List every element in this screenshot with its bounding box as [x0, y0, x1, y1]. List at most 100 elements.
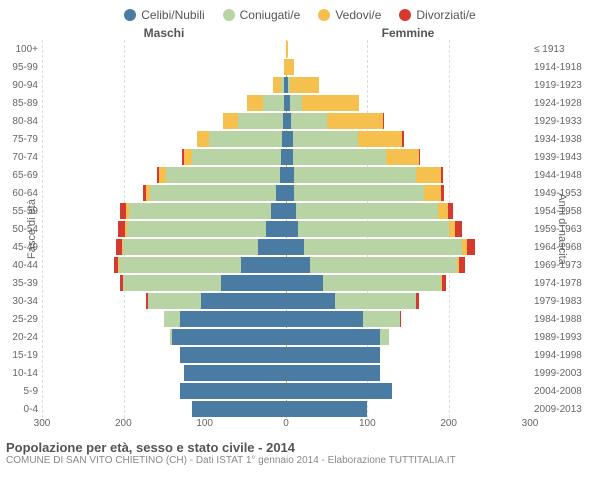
bar-segment	[290, 77, 318, 93]
bar-segment	[286, 203, 296, 219]
bar-segment	[201, 293, 286, 309]
pyramid-row	[42, 166, 530, 184]
bar-segment	[150, 185, 276, 201]
bar-segment	[286, 347, 380, 363]
bar-segment	[148, 293, 201, 309]
pyramid-row	[42, 274, 530, 292]
chart: Fasce di età 100+95-9990-9485-8980-8475-…	[0, 40, 600, 418]
legend-dot-icon	[124, 9, 136, 21]
legend-dot-icon	[223, 9, 235, 21]
legend-item: Celibi/Nubili	[124, 8, 204, 22]
bars	[42, 40, 530, 418]
year-label: 1939-1943	[530, 148, 600, 166]
bar-segment	[184, 149, 192, 165]
age-label: 85-89	[0, 94, 42, 112]
bar-segment	[402, 131, 404, 147]
male-bar	[170, 329, 286, 345]
bar-segment	[467, 239, 475, 255]
age-label: 5-9	[0, 382, 42, 400]
female-bar	[286, 185, 444, 201]
legend-label: Celibi/Nubili	[141, 8, 204, 22]
bar-segment	[335, 293, 416, 309]
bar-segment	[129, 203, 271, 219]
female-bar	[286, 149, 420, 165]
bar-segment	[442, 275, 446, 291]
male-bar	[182, 149, 286, 165]
bar-segment	[192, 401, 286, 417]
bar-segment	[286, 293, 335, 309]
pyramid-row	[42, 328, 530, 346]
male-bar	[116, 239, 286, 255]
bar-segment	[286, 383, 392, 399]
bar-segment	[441, 185, 444, 201]
male-bar	[120, 275, 286, 291]
pyramid-row	[42, 148, 530, 166]
pyramid-row	[42, 220, 530, 238]
bar-segment	[302, 95, 359, 111]
bar-segment	[127, 221, 265, 237]
bar-segment	[448, 203, 453, 219]
pyramid-row	[42, 112, 530, 130]
bar-segment	[276, 185, 286, 201]
year-label: 1919-1923	[530, 76, 600, 94]
legend-label: Vedovi/e	[335, 8, 381, 22]
male-bar	[114, 257, 286, 273]
pyramid-row	[42, 292, 530, 310]
x-tick: 100	[196, 418, 213, 429]
pyramid-row	[42, 400, 530, 418]
age-label: 0-4	[0, 400, 42, 418]
female-bar	[286, 311, 401, 327]
legend-dot-icon	[318, 9, 330, 21]
bar-segment	[241, 257, 286, 273]
bar-segment	[286, 185, 294, 201]
bar-segment	[180, 383, 286, 399]
year-label: 1989-1993	[530, 328, 600, 346]
bar-segment	[286, 329, 380, 345]
bar-segment	[172, 329, 286, 345]
bar-segment	[258, 239, 286, 255]
y-axis-right-label: Anni di nascita	[556, 193, 568, 265]
age-label: 70-74	[0, 148, 42, 166]
bar-segment	[247, 95, 263, 111]
bar-segment	[416, 293, 418, 309]
bar-segment	[286, 239, 304, 255]
pyramid-row	[42, 202, 530, 220]
age-label: 15-19	[0, 346, 42, 364]
age-label: 90-94	[0, 76, 42, 94]
female-bar	[286, 113, 384, 129]
pyramid-row	[42, 238, 530, 256]
male-bar	[120, 203, 286, 219]
legend: Celibi/Nubili Coniugati/e Vedovi/e Divorzia…	[0, 0, 600, 26]
age-label: 10-14	[0, 364, 42, 382]
bar-segment	[358, 131, 403, 147]
header-female: Femmine	[286, 26, 530, 40]
bar-segment	[209, 131, 282, 147]
legend-label: Divorziati/e	[416, 8, 475, 22]
bar-segment	[293, 149, 387, 165]
chart-subtitle: COMUNE DI SAN VITO CHIETINO (CH) - Dati …	[6, 455, 594, 466]
bar-segment	[286, 311, 363, 327]
bar-segment	[286, 365, 380, 381]
age-label: 65-69	[0, 166, 42, 184]
male-bar	[184, 365, 286, 381]
male-bar	[180, 347, 286, 363]
bar-segment	[164, 311, 180, 327]
x-tick: 300	[34, 418, 51, 429]
female-bar	[286, 203, 453, 219]
legend-item: Coniugati/e	[223, 8, 301, 22]
bar-segment	[286, 167, 294, 183]
year-label: 1914-1918	[530, 58, 600, 76]
year-label: 1924-1928	[530, 94, 600, 112]
bar-segment	[386, 149, 419, 165]
female-bar	[286, 275, 446, 291]
chart-title: Popolazione per età, sesso e stato civil…	[6, 440, 594, 455]
bar-segment	[286, 257, 310, 273]
bar-segment	[119, 257, 241, 273]
bar-segment	[266, 221, 286, 237]
footer: Popolazione per età, sesso e stato civil…	[0, 434, 600, 466]
bar-segment	[221, 275, 286, 291]
year-label: 1984-1988	[530, 310, 600, 328]
bar-segment	[166, 167, 280, 183]
female-bar	[286, 59, 294, 75]
legend-dot-icon	[399, 9, 411, 21]
